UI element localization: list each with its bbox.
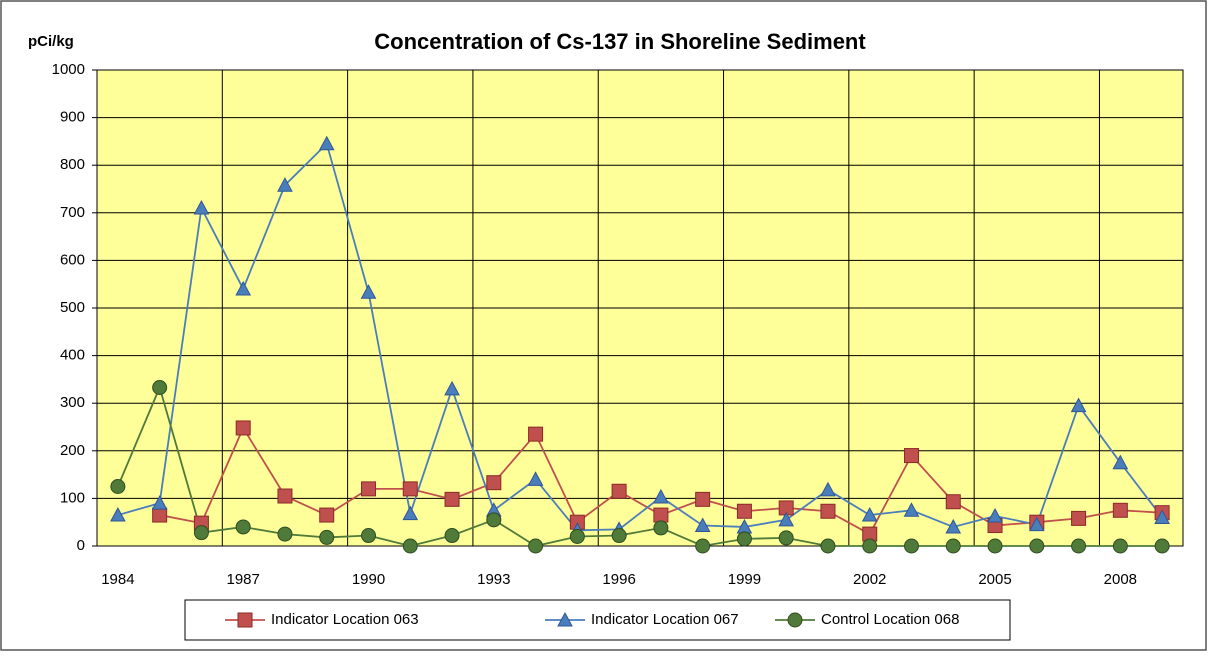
point-marker bbox=[557, 611, 573, 627]
series-line bbox=[117, 142, 1163, 532]
point-marker bbox=[193, 199, 210, 215]
point-marker bbox=[611, 528, 627, 544]
point-marker bbox=[361, 481, 376, 497]
point-marker bbox=[444, 491, 460, 507]
point-marker bbox=[319, 507, 335, 523]
point-marker bbox=[402, 505, 419, 521]
point-marker bbox=[778, 511, 795, 527]
point-marker bbox=[861, 507, 878, 522]
point-marker bbox=[653, 488, 669, 504]
x-tick-label: 1990 bbox=[352, 571, 385, 588]
point-marker bbox=[736, 503, 752, 519]
legend-box bbox=[184, 599, 1011, 641]
point-marker bbox=[1112, 454, 1129, 470]
point-marker bbox=[820, 481, 836, 497]
legend-label: Control Location 068 bbox=[821, 611, 959, 628]
point-marker bbox=[611, 483, 627, 499]
x-tick-label: 1984 bbox=[101, 571, 134, 588]
point-marker bbox=[1112, 538, 1128, 554]
y-tick-label: 100 bbox=[60, 489, 85, 506]
point-marker bbox=[862, 538, 878, 554]
point-marker bbox=[1071, 510, 1087, 526]
y-tick-label: 900 bbox=[60, 109, 85, 126]
point-marker bbox=[235, 420, 251, 436]
y-tick-label: 600 bbox=[60, 251, 85, 268]
point-marker bbox=[695, 538, 711, 554]
point-marker bbox=[778, 530, 794, 546]
point-marker bbox=[820, 503, 836, 519]
point-marker bbox=[444, 528, 460, 544]
point-marker bbox=[945, 518, 962, 534]
point-marker bbox=[277, 177, 293, 192]
point-marker bbox=[486, 512, 502, 528]
y-axis-label: pCi/kg bbox=[28, 33, 74, 50]
y-tick-label: 1000 bbox=[52, 61, 85, 78]
x-tick-label: 1987 bbox=[227, 571, 260, 588]
point-marker bbox=[277, 526, 293, 542]
point-marker bbox=[695, 491, 711, 507]
point-marker bbox=[402, 481, 418, 497]
point-marker bbox=[694, 517, 711, 533]
point-marker bbox=[528, 426, 544, 442]
point-marker bbox=[1028, 516, 1045, 532]
plot-frame bbox=[96, 69, 1184, 547]
point-marker bbox=[193, 525, 209, 541]
point-marker bbox=[903, 502, 920, 517]
point-marker bbox=[319, 529, 335, 545]
point-marker bbox=[653, 520, 669, 536]
point-marker bbox=[235, 280, 252, 296]
point-marker bbox=[945, 494, 961, 510]
point-marker bbox=[527, 471, 544, 486]
point-marker bbox=[904, 448, 919, 464]
legend-label: Indicator Location 063 bbox=[271, 611, 419, 628]
x-tick-label: 2005 bbox=[978, 571, 1011, 588]
point-marker bbox=[237, 612, 253, 628]
point-marker bbox=[1154, 538, 1170, 554]
point-marker bbox=[1071, 538, 1087, 554]
y-tick-label: 300 bbox=[60, 394, 85, 411]
point-marker bbox=[110, 507, 126, 522]
point-marker bbox=[736, 531, 752, 547]
x-tick-label: 1999 bbox=[728, 571, 761, 588]
point-marker bbox=[235, 519, 251, 535]
point-marker bbox=[486, 475, 502, 491]
y-tick-label: 500 bbox=[60, 299, 85, 316]
point-marker bbox=[1154, 509, 1170, 524]
point-marker bbox=[820, 538, 836, 554]
legend-label: Indicator Location 067 bbox=[591, 611, 739, 628]
point-marker bbox=[1070, 397, 1087, 413]
point-marker bbox=[569, 528, 585, 544]
point-marker bbox=[318, 135, 335, 151]
point-marker bbox=[945, 538, 961, 554]
x-tick-label: 1996 bbox=[602, 571, 635, 588]
point-marker bbox=[402, 538, 418, 554]
chart-title: Concentration of Cs-137 in Shoreline Sed… bbox=[374, 29, 866, 54]
x-tick-label: 2002 bbox=[853, 571, 886, 588]
y-tick-label: 200 bbox=[60, 442, 85, 459]
point-marker bbox=[152, 507, 168, 523]
point-marker bbox=[360, 284, 377, 299]
point-marker bbox=[1029, 538, 1045, 554]
point-marker bbox=[528, 538, 544, 554]
point-marker bbox=[277, 488, 293, 504]
point-marker bbox=[653, 507, 669, 523]
y-tick-label: 0 bbox=[77, 537, 85, 554]
point-marker bbox=[152, 379, 168, 395]
point-marker bbox=[110, 479, 126, 494]
x-tick-label: 1993 bbox=[477, 571, 510, 588]
point-marker bbox=[904, 538, 919, 554]
point-marker bbox=[787, 612, 803, 628]
y-tick-label: 800 bbox=[60, 156, 85, 173]
x-tick-label: 2008 bbox=[1104, 571, 1137, 588]
point-marker bbox=[151, 495, 168, 510]
y-tick-label: 400 bbox=[60, 347, 85, 364]
point-marker bbox=[1112, 502, 1128, 518]
point-marker bbox=[444, 380, 460, 396]
y-tick-label: 700 bbox=[60, 204, 85, 221]
point-marker bbox=[987, 538, 1003, 554]
point-marker bbox=[987, 507, 1003, 523]
point-marker bbox=[361, 528, 376, 544]
